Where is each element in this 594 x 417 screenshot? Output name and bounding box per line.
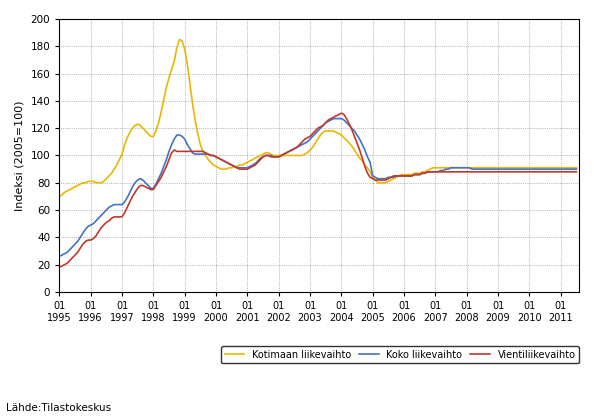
Vientiliikevaihto xyxy=(338,111,345,116)
Koko liikevaihto xyxy=(557,167,564,172)
Kotimaan liikevaihto xyxy=(322,128,329,133)
Line: Koko liikevaihto: Koko liikevaihto xyxy=(59,118,576,256)
Vientiliikevaihto xyxy=(573,169,580,174)
Kotimaan liikevaihto xyxy=(176,37,183,42)
Kotimaan liikevaihto xyxy=(56,194,63,199)
Vientiliikevaihto xyxy=(320,123,327,128)
Koko liikevaihto xyxy=(330,116,337,121)
Koko liikevaihto xyxy=(536,167,544,172)
Koko liikevaihto xyxy=(288,148,295,153)
Line: Vientiliikevaihto: Vientiliikevaihto xyxy=(59,113,576,267)
Koko liikevaihto xyxy=(241,165,248,170)
Y-axis label: Indeksi (2005=100): Indeksi (2005=100) xyxy=(15,100,25,211)
Koko liikevaihto xyxy=(320,123,327,128)
Kotimaan liikevaihto xyxy=(536,165,544,170)
Vientiliikevaihto xyxy=(288,148,295,153)
Koko liikevaihto xyxy=(573,167,580,172)
Koko liikevaihto xyxy=(56,254,63,259)
Text: Lähde:Tilastokeskus: Lähde:Tilastokeskus xyxy=(6,403,111,413)
Vientiliikevaihto xyxy=(56,265,63,270)
Vientiliikevaihto xyxy=(536,169,544,174)
Kotimaan liikevaihto xyxy=(291,153,298,158)
Vientiliikevaihto xyxy=(241,167,248,172)
Kotimaan liikevaihto xyxy=(557,165,564,170)
Vientiliikevaihto xyxy=(505,169,512,174)
Koko liikevaihto xyxy=(505,167,512,172)
Vientiliikevaihto xyxy=(557,169,564,174)
Kotimaan liikevaihto xyxy=(573,165,580,170)
Kotimaan liikevaihto xyxy=(244,160,251,165)
Kotimaan liikevaihto xyxy=(505,165,512,170)
Line: Kotimaan liikevaihto: Kotimaan liikevaihto xyxy=(59,40,576,196)
Legend: Kotimaan liikevaihto, Koko liikevaihto, Vientiliikevaihto: Kotimaan liikevaihto, Koko liikevaihto, … xyxy=(221,346,579,364)
